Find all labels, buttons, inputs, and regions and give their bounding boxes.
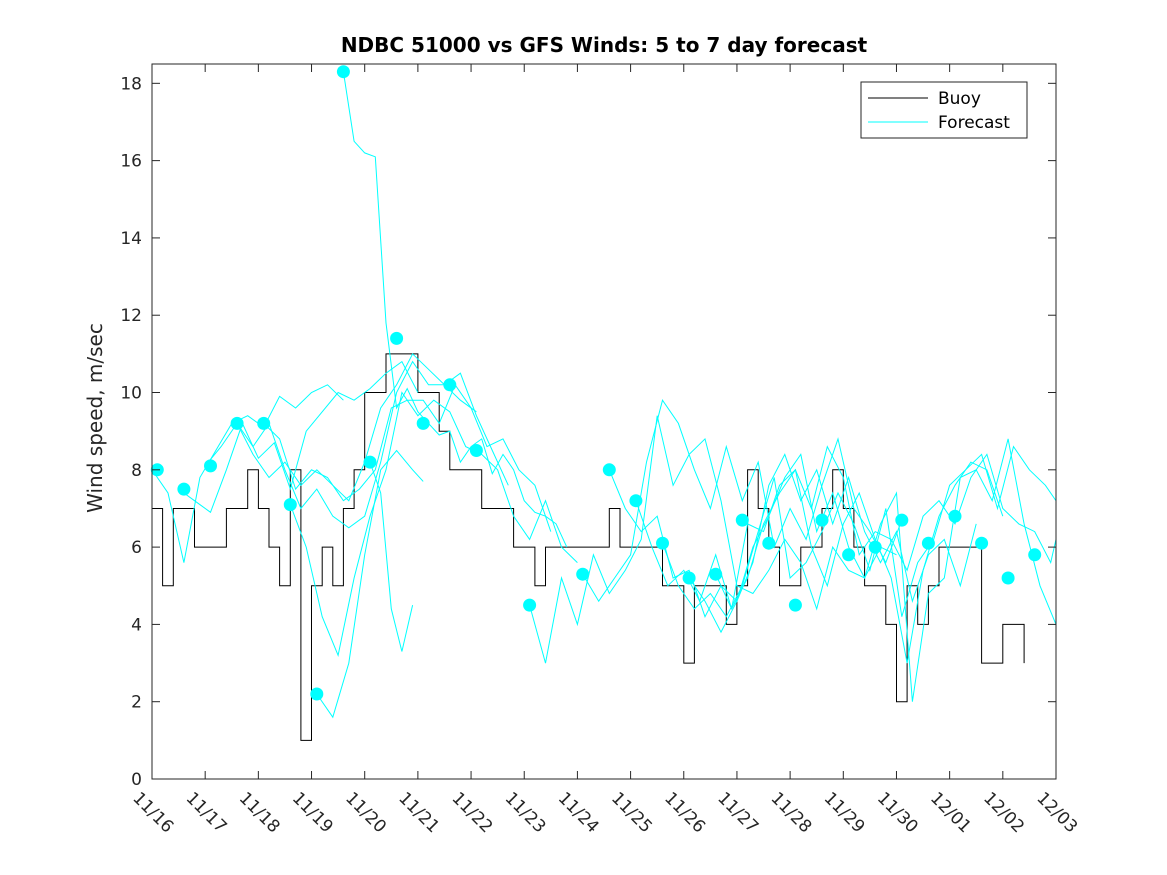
forecast-series-line-7 (316, 449, 424, 719)
forecast-marker-21 (735, 513, 749, 527)
y-axis-label: Wind speed, m/sec (83, 323, 107, 513)
forecast-marker-14 (523, 598, 537, 612)
forecast-marker-32 (1028, 548, 1042, 562)
forecast-marker-7 (310, 687, 324, 701)
forecast-marker-31 (1001, 571, 1015, 585)
forecast-marker-23 (788, 598, 802, 612)
forecast-marker-5 (257, 416, 271, 430)
y-tick-label-14: 14 (120, 229, 142, 249)
forecast-marker-11 (416, 416, 430, 430)
y-tick-label-4: 4 (131, 615, 142, 635)
forecast-marker-29 (948, 509, 962, 523)
legend-forecast-label: Forecast (938, 113, 1010, 133)
forecast-marker-18 (656, 536, 669, 550)
y-tick-label-18: 18 (120, 74, 142, 94)
forecast-series-line-8 (342, 71, 568, 548)
axes-box (151, 63, 1057, 780)
forecast-marker-3 (204, 459, 217, 473)
forecast-marker-22 (762, 536, 776, 550)
y-tick-label-0: 0 (131, 770, 142, 790)
y-tick-label-10: 10 (120, 384, 142, 404)
forecast-marker-24 (815, 513, 829, 527)
forecast-series-line-6 (289, 391, 578, 657)
forecast-marker-10 (390, 331, 404, 345)
forecast-marker-8 (336, 65, 350, 79)
forecast-marker-26 (868, 540, 882, 554)
chart-title: NDBC 51000 vs GFS Winds: 5 to 7 day fore… (341, 33, 868, 57)
forecast-series-line-9 (369, 461, 414, 652)
forecast-marker-30 (975, 536, 989, 550)
forecast-marker-13 (469, 444, 483, 457)
forecast-marker-6 (283, 498, 297, 512)
forecast-marker-16 (602, 463, 616, 477)
forecast-series-line-12 (608, 453, 977, 618)
forecast-series-line-2 (178, 360, 419, 514)
y-tick-label-2: 2 (131, 693, 142, 713)
y-tick-label-6: 6 (131, 538, 142, 558)
plot-area (152, 64, 1056, 779)
forecast-series-line-3 (204, 353, 477, 502)
forecast-marker-4 (230, 416, 244, 430)
forecast-series-line-16 (715, 445, 1056, 611)
legend-box (860, 81, 1028, 139)
forecast-series-line-1 (152, 384, 344, 563)
forecast-marker-25 (842, 548, 856, 562)
forecast-marker-27 (895, 513, 909, 527)
y-tick-label-8: 8 (131, 461, 142, 481)
forecast-series-line-10 (529, 415, 897, 664)
forecast-marker-28 (921, 536, 935, 550)
forecast-marker-9 (363, 455, 377, 469)
y-tick-label-12: 12 (120, 306, 142, 326)
legend-buoy-label: Buoy (938, 89, 981, 109)
forecast-series-line-4 (236, 360, 509, 529)
legend: Buoy Forecast (860, 81, 1028, 139)
plot-layer (150, 65, 1056, 741)
forecast-marker-17 (629, 494, 643, 508)
forecast-marker-15 (576, 567, 590, 581)
forecast-marker-2 (177, 482, 191, 496)
forecast-series-line-14 (662, 445, 1056, 618)
forecast-marker-19 (682, 571, 696, 585)
forecast-marker-20 (709, 567, 723, 581)
series-group (152, 71, 1056, 741)
y-tick-label-16: 16 (120, 152, 142, 172)
forecast-marker-12 (443, 378, 457, 392)
